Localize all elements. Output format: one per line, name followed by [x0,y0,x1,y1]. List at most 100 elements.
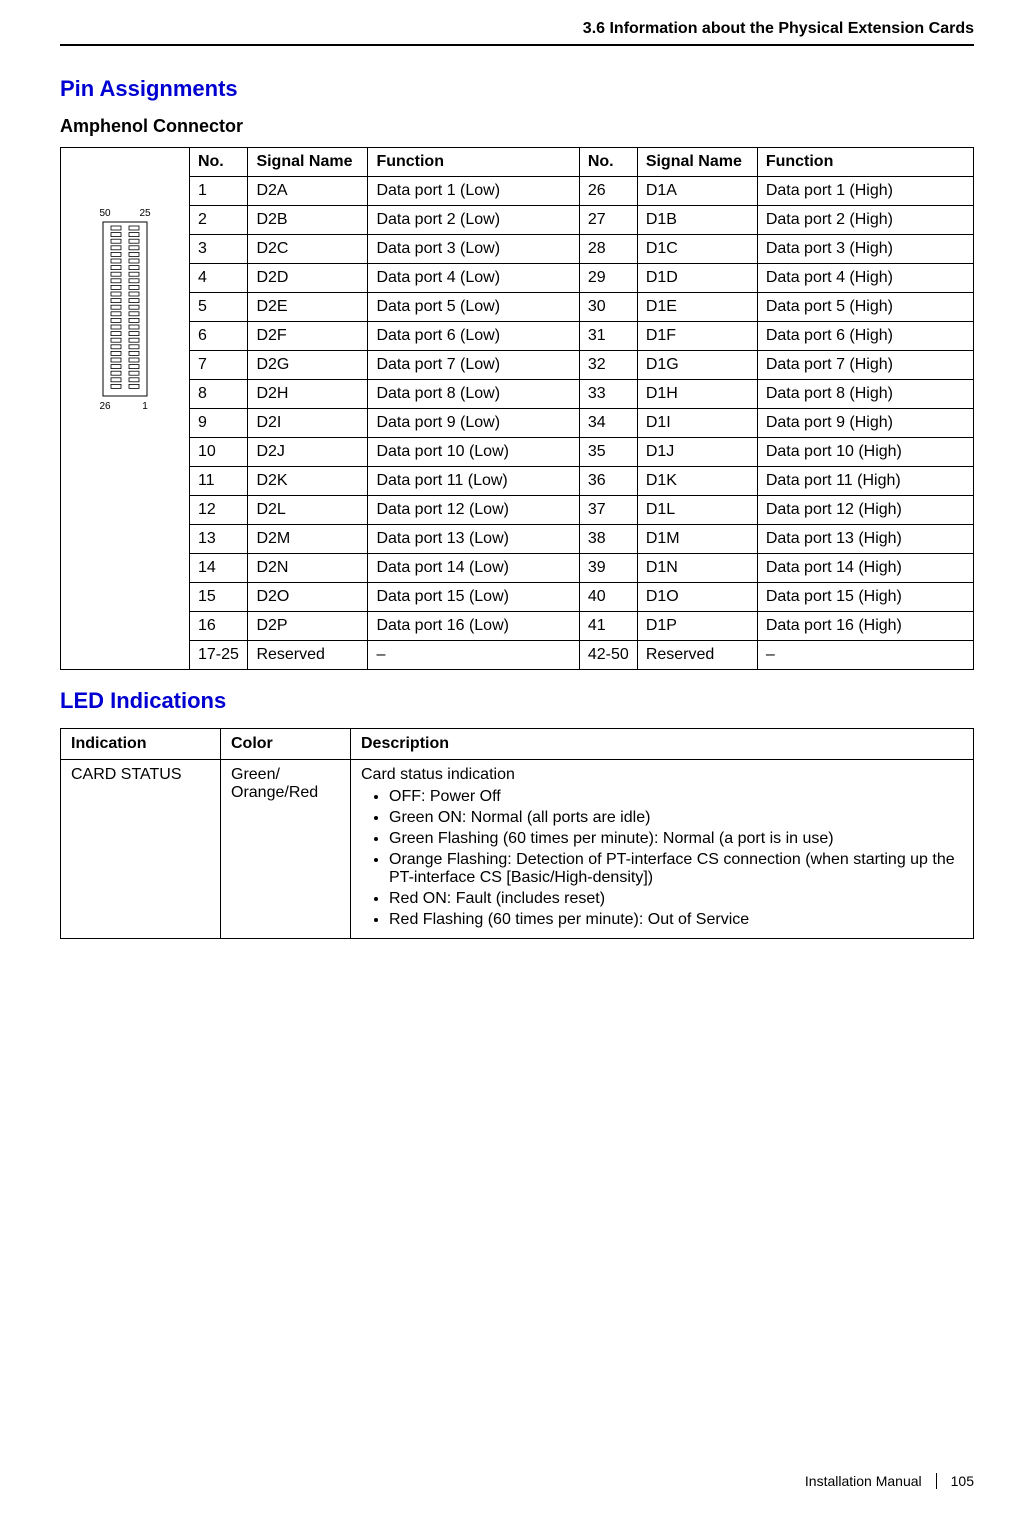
table-cell: 37 [579,496,637,525]
table-cell: Data port 1 (High) [757,177,973,206]
table-cell: D1G [637,351,757,380]
table-cell: Data port 13 (Low) [368,525,579,554]
pin-assignments-title: Pin Assignments [60,76,974,102]
table-cell: 32 [579,351,637,380]
table-cell: D2L [248,496,368,525]
table-row: 2D2BData port 2 (Low)27D1BData port 2 (H… [190,206,973,235]
table-row: 5D2EData port 5 (Low)30D1EData port 5 (H… [190,293,973,322]
table-cell: 15 [190,583,248,612]
table-cell: D1O [637,583,757,612]
table-cell: 3 [190,235,248,264]
table-cell: 6 [190,322,248,351]
table-cell: 14 [190,554,248,583]
table-cell: 12 [190,496,248,525]
table-cell: Data port 12 (Low) [368,496,579,525]
led-col-description: Description [351,729,974,760]
table-cell: Data port 5 (Low) [368,293,579,322]
table-cell: 2 [190,206,248,235]
table-cell: Data port 14 (High) [757,554,973,583]
table-cell: D2J [248,438,368,467]
table-row: 11D2KData port 11 (Low)36D1KData port 11… [190,467,973,496]
table-cell: D1J [637,438,757,467]
led-indication-cell: CARD STATUS [61,760,221,939]
table-cell: Data port 16 (Low) [368,612,579,641]
table-cell: Data port 4 (High) [757,264,973,293]
footer-page-number: 105 [951,1473,974,1489]
table-cell: D2H [248,380,368,409]
table-cell: 16 [190,612,248,641]
table-cell: 29 [579,264,637,293]
table-row: 1D2AData port 1 (Low)26D1AData port 1 (H… [190,177,973,206]
led-description-cell: Card status indication OFF: Power OffGre… [351,760,974,939]
header-rule [60,44,974,46]
table-cell: Data port 2 (Low) [368,206,579,235]
table-cell: 39 [579,554,637,583]
table-cell: Data port 6 (Low) [368,322,579,351]
table-cell: Data port 10 (High) [757,438,973,467]
table-cell: D2A [248,177,368,206]
table-cell: – [757,641,973,670]
table-cell: Data port 5 (High) [757,293,973,322]
page-header-section: 3.6 Information about the Physical Exten… [60,20,974,44]
table-cell: D2D [248,264,368,293]
table-cell: Data port 13 (High) [757,525,973,554]
list-item: OFF: Power Off [389,788,963,806]
led-desc-list: OFF: Power OffGreen ON: Normal (all port… [361,788,963,929]
table-cell: D2C [248,235,368,264]
table-cell: 11 [190,467,248,496]
led-table: Indication Color Description CARD STATUS… [60,728,974,939]
connector-diagram-cell: 50 25 [61,148,190,669]
pin-col-no-2: No. [579,148,637,177]
led-desc-lead: Card status indication [361,766,963,784]
pin-col-sig-1: Signal Name [248,148,368,177]
table-cell: 9 [190,409,248,438]
table-cell: D2M [248,525,368,554]
table-cell: Reserved [248,641,368,670]
amphenol-subtitle: Amphenol Connector [60,116,974,137]
pin-col-sig-2: Signal Name [637,148,757,177]
page-footer: Installation Manual 105 [805,1473,974,1489]
table-cell: – [368,641,579,670]
table-cell: Data port 15 (Low) [368,583,579,612]
table-cell: D2P [248,612,368,641]
page: 3.6 Information about the Physical Exten… [0,0,1034,1519]
table-cell: D1E [637,293,757,322]
table-row: 6D2FData port 6 (Low)31D1FData port 6 (H… [190,322,973,351]
pin-col-no-1: No. [190,148,248,177]
table-cell: 40 [579,583,637,612]
table-cell: Data port 10 (Low) [368,438,579,467]
table-row: 7D2GData port 7 (Low)32D1GData port 7 (H… [190,351,973,380]
led-col-color: Color [221,729,351,760]
table-cell: 5 [190,293,248,322]
table-cell: 36 [579,467,637,496]
footer-manual: Installation Manual [805,1473,922,1489]
pin-col-func-2: Function [757,148,973,177]
pin-col-func-1: Function [368,148,579,177]
table-row: 13D2MData port 13 (Low)38D1MData port 13… [190,525,973,554]
table-cell: D2N [248,554,368,583]
table-row: 10D2JData port 10 (Low)35D1JData port 10… [190,438,973,467]
table-cell: D1N [637,554,757,583]
conn-label-tr: 25 [139,208,151,219]
conn-label-bl: 26 [99,401,111,412]
table-cell: 34 [579,409,637,438]
table-cell: 41 [579,612,637,641]
table-cell: Data port 9 (High) [757,409,973,438]
table-cell: Data port 11 (High) [757,467,973,496]
footer-separator [936,1473,937,1489]
table-row: 16D2PData port 16 (Low)41D1PData port 16… [190,612,973,641]
table-cell: 17-25 [190,641,248,670]
led-title: LED Indications [60,688,974,714]
table-cell: Data port 7 (Low) [368,351,579,380]
table-cell: D2F [248,322,368,351]
table-cell: 38 [579,525,637,554]
table-cell: D2B [248,206,368,235]
table-cell: Data port 2 (High) [757,206,973,235]
table-cell: Data port 8 (Low) [368,380,579,409]
table-cell: Data port 12 (High) [757,496,973,525]
pin-table-header-row: No. Signal Name Function No. Signal Name… [190,148,973,177]
table-cell: Data port 3 (High) [757,235,973,264]
list-item: Green Flashing (60 times per minute): No… [389,830,963,848]
table-cell: 7 [190,351,248,380]
table-cell: D1D [637,264,757,293]
